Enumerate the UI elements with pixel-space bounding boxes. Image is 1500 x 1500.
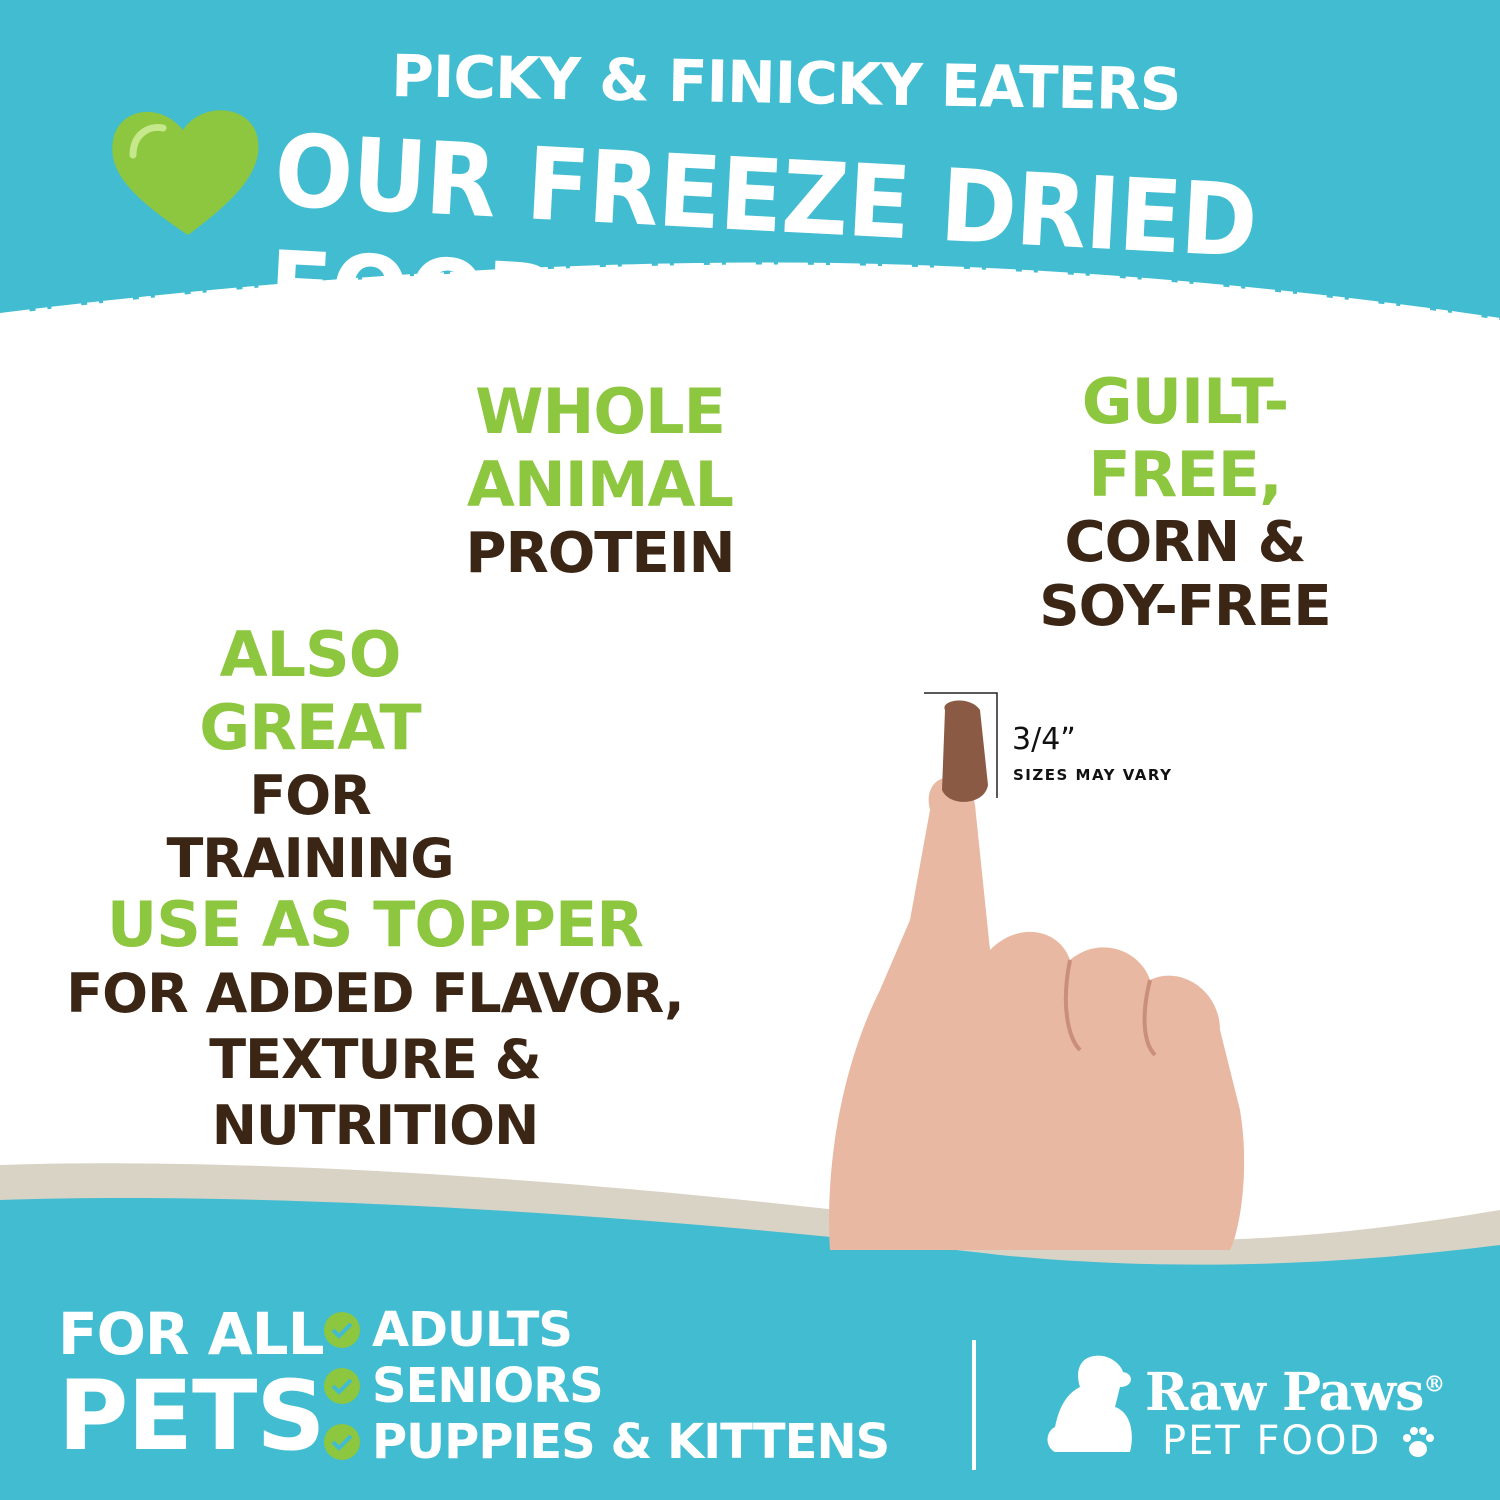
- paw-icon: [1403, 1427, 1434, 1457]
- feature-line: PROTEIN: [465, 521, 736, 586]
- brand-name-text: Raw Paws: [1145, 1362, 1424, 1423]
- feature-highlight: ALSO GREAT: [199, 618, 421, 764]
- pets-label: PETS: [58, 1360, 326, 1472]
- header-band: [0, 0, 1500, 322]
- feature-highlight: USE AS TOPPER: [106, 888, 644, 961]
- registered-mark: ®: [1423, 1371, 1445, 1398]
- list-item: ADULTS: [322, 1302, 889, 1358]
- check-circle-icon: [324, 1424, 360, 1460]
- for-all-label: FOR ALL: [58, 1300, 325, 1368]
- feature-line: CORN &: [1064, 510, 1306, 575]
- feature-training: ALSO GREAT FOR TRAINING: [110, 618, 510, 890]
- check-circle-icon: [324, 1368, 360, 1404]
- dog-cat-logo-icon: [1047, 1355, 1132, 1452]
- pet-type-list: ADULTS SENIORS PUPPIES & KITTENS: [322, 1302, 890, 1470]
- list-item-label: PUPPIES & KITTENS: [372, 1414, 890, 1470]
- feature-highlight: GUILT-FREE,: [1081, 365, 1289, 511]
- divider: [972, 1340, 976, 1470]
- heart-icon: [112, 110, 259, 235]
- brand-sub: PET FOOD: [1162, 1418, 1382, 1464]
- size-caption: SIZES MAY VARY: [1013, 766, 1173, 784]
- header-line1: PICKY & FINICKY EATERS: [390, 42, 1182, 124]
- feature-line: TEXTURE & NUTRITION: [209, 1028, 541, 1157]
- size-label: 3/4”: [1012, 722, 1076, 757]
- feature-highlight: WHOLE ANIMAL: [466, 375, 734, 521]
- brand-name: Raw Paws®: [1145, 1362, 1445, 1423]
- feature-line: SOY-FREE: [1039, 574, 1331, 639]
- feature-topper: USE AS TOPPER FOR ADDED FLAVOR, TEXTURE …: [60, 888, 690, 1159]
- list-item: SENIORS: [322, 1358, 889, 1414]
- list-item-label: SENIORS: [372, 1358, 604, 1414]
- check-circle-icon: [324, 1312, 360, 1348]
- feature-whole-animal: WHOLE ANIMAL PROTEIN: [370, 375, 830, 586]
- list-item: PUPPIES & KITTENS: [322, 1414, 890, 1470]
- feature-guilt-free: GUILT-FREE, CORN & SOY-FREE: [990, 365, 1380, 639]
- feature-line: FOR ADDED FLAVOR,: [66, 962, 684, 1025]
- feature-line: FOR TRAINING: [166, 764, 454, 890]
- list-item-label: ADULTS: [372, 1302, 573, 1358]
- hand-with-treat-image: [829, 692, 1245, 1250]
